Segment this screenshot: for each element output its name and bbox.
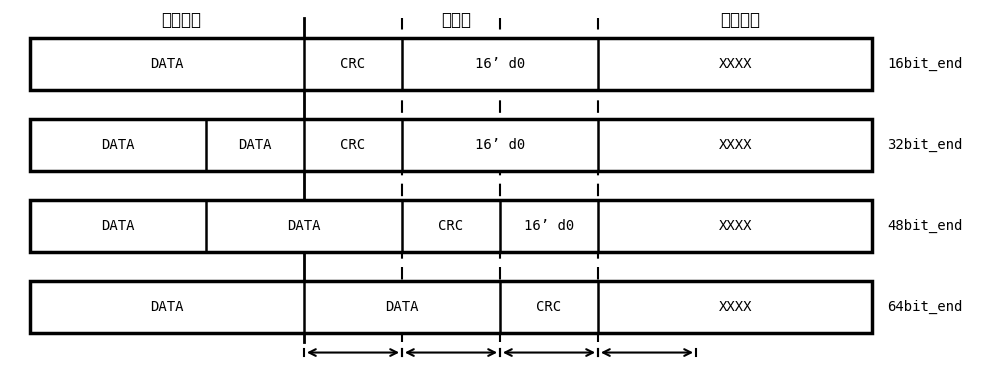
Text: CRC: CRC <box>438 219 464 233</box>
Text: 上一周期: 上一周期 <box>162 11 202 29</box>
Text: XXXX: XXXX <box>718 57 752 71</box>
Text: 下一周期: 下一周期 <box>720 11 760 29</box>
Text: CRC: CRC <box>340 138 366 152</box>
Text: 64bit_end: 64bit_end <box>887 299 962 314</box>
Text: 本周期: 本周期 <box>441 11 471 29</box>
Text: XXXX: XXXX <box>718 219 752 233</box>
Text: DATA: DATA <box>101 219 135 233</box>
Text: DATA: DATA <box>150 57 184 71</box>
Text: DATA: DATA <box>150 300 184 314</box>
Text: 48bit_end: 48bit_end <box>887 219 962 233</box>
Text: CRC: CRC <box>340 57 366 71</box>
Text: 16bit_end: 16bit_end <box>887 57 962 71</box>
Bar <box>30 119 872 171</box>
Bar <box>30 200 872 252</box>
Text: CRC: CRC <box>536 300 562 314</box>
Text: XXXX: XXXX <box>718 138 752 152</box>
Text: 16’ d0: 16’ d0 <box>475 138 525 152</box>
Text: DATA: DATA <box>238 138 272 152</box>
Text: DATA: DATA <box>385 300 419 314</box>
Text: 32bit_end: 32bit_end <box>887 138 962 152</box>
Bar <box>30 281 872 333</box>
Text: 16’ d0: 16’ d0 <box>524 219 574 233</box>
Text: XXXX: XXXX <box>718 300 752 314</box>
Bar <box>30 38 872 90</box>
Text: DATA: DATA <box>101 138 135 152</box>
Text: DATA: DATA <box>287 219 321 233</box>
Text: 16’ d0: 16’ d0 <box>475 57 525 71</box>
